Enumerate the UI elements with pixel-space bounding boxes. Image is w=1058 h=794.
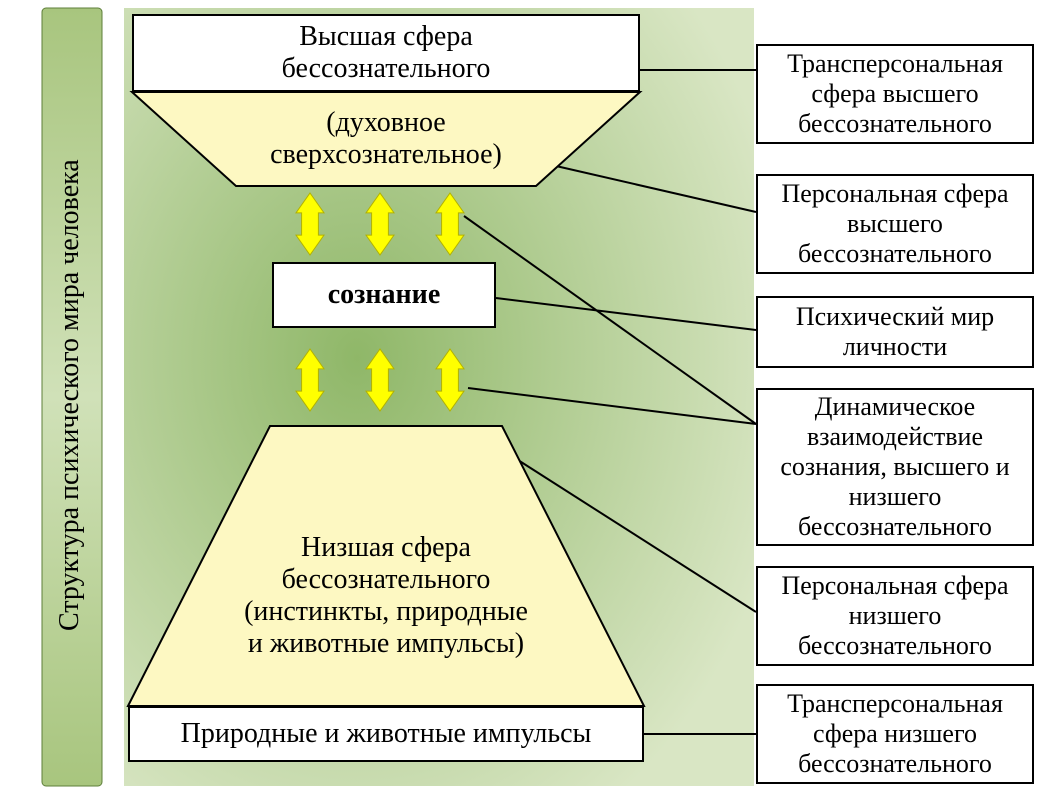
right-box-0-line1: Трансперсональная [787, 49, 1003, 79]
lower-sphere-line1: Низшая сфера [244, 532, 528, 564]
right-box-0: Трансперсональнаясфера высшегобессознате… [756, 44, 1034, 144]
natural-impulses-label: Природные и животные импульсы [181, 718, 592, 750]
right-box-3-line3: сознания, высшего и [780, 452, 1009, 482]
right-box-5-line1: Трансперсональная [787, 689, 1003, 719]
higher-sphere-line1: Высшая сфера [282, 21, 491, 53]
diagram-canvas: Структура психического мира человека Выс… [0, 0, 1058, 794]
bottom-trapezoid-text: Низшая сфера бессознательного (инстинкты… [128, 486, 644, 706]
right-box-1-line3: бессознательного [781, 239, 1008, 269]
side-title-text: Структура психического мира человека [54, 60, 86, 730]
right-box-3-line4: низшего [780, 482, 1009, 512]
natural-impulses-box: Природные и животные импульсы [128, 706, 644, 762]
right-box-1-line2: высшего [781, 209, 1008, 239]
spiritual-line2: сверхсознательное) [270, 139, 502, 171]
lower-sphere-line2: бессознательного [244, 564, 528, 596]
right-box-2: Психический мирличности [756, 296, 1034, 368]
right-box-5-line3: бессознательного [787, 749, 1003, 779]
right-box-5-line2: сфера низшего [787, 719, 1003, 749]
right-box-4-line2: низшего [781, 601, 1008, 631]
top-trapezoid-text: (духовное сверхсознательное) [132, 92, 640, 186]
right-box-0-line3: бессознательного [787, 109, 1003, 139]
higher-sphere-line2: бессознательного [282, 53, 491, 85]
right-box-2-line1: Психический мир [796, 302, 994, 332]
right-box-4-line1: Персональная сфера [781, 571, 1008, 601]
right-box-0-line2: сфера высшего [787, 79, 1003, 109]
lower-sphere-line4: и животные импульсы) [244, 628, 528, 660]
right-box-4: Персональная сферанизшегобессознательног… [756, 566, 1034, 666]
consciousness-label: сознание [328, 279, 441, 311]
right-box-2-line2: личности [796, 332, 994, 362]
right-box-1: Персональная сферавысшегобессознательног… [756, 174, 1034, 274]
higher-sphere-box: Высшая сфера бессознательного [132, 14, 640, 92]
right-box-3-line2: взаимодействие [780, 422, 1009, 452]
lower-sphere-line3: (инстинкты, природные [244, 596, 528, 628]
right-box-4-line3: бессознательного [781, 631, 1008, 661]
right-box-5: Трансперсональнаясфера низшегобессознате… [756, 684, 1034, 784]
right-box-3-line1: Динамическое [780, 392, 1009, 422]
right-box-3: Динамическоевзаимодействиесознания, высш… [756, 388, 1034, 546]
right-box-1-line1: Персональная сфера [781, 179, 1008, 209]
right-box-3-line5: бессознательного [780, 512, 1009, 542]
consciousness-box: сознание [272, 262, 496, 328]
spiritual-line1: (духовное [270, 107, 502, 139]
